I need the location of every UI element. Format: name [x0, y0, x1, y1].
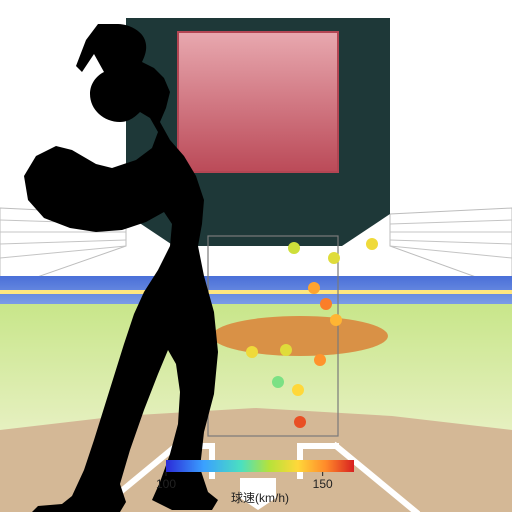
- pitch-marker: [328, 252, 340, 264]
- pitch-marker: [330, 314, 342, 326]
- pitch-marker: [308, 282, 320, 294]
- pitch-marker: [272, 376, 284, 388]
- pitch-marker: [366, 238, 378, 250]
- chart-svg: 100 150 球速(km/h): [0, 0, 512, 512]
- pitch-marker: [314, 354, 326, 366]
- legend-tick: 100: [156, 477, 176, 491]
- legend-label: 球速(km/h): [231, 491, 289, 505]
- pitch-marker: [320, 298, 332, 310]
- pitch-marker: [246, 346, 258, 358]
- pitch-marker: [280, 344, 292, 356]
- pitch-marker: [294, 416, 306, 428]
- pitch-marker: [292, 384, 304, 396]
- pitch-marker: [288, 242, 300, 254]
- legend-colorbar: [166, 460, 354, 472]
- legend-tick: 150: [313, 477, 333, 491]
- pitch-location-chart: 100 150 球速(km/h): [0, 0, 512, 512]
- pitchers-mound: [212, 316, 388, 356]
- scoreboard-screen: [178, 32, 338, 172]
